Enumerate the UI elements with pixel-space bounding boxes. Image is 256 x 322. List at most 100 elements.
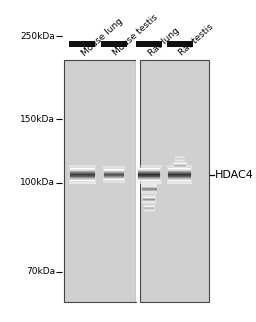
Bar (142, 187, 156, 188)
Bar (103, 176, 125, 177)
Bar (104, 178, 124, 179)
Bar (144, 206, 155, 207)
Bar (137, 181, 162, 183)
Bar (137, 167, 162, 168)
Bar (175, 157, 184, 158)
Bar (69, 176, 96, 178)
Bar (167, 178, 192, 180)
Bar (167, 168, 192, 169)
Bar (141, 191, 157, 192)
Text: 150kDa: 150kDa (20, 115, 55, 124)
Bar (138, 179, 161, 180)
Text: Mouse testis: Mouse testis (112, 13, 160, 58)
Bar (69, 178, 96, 180)
Bar (174, 164, 186, 165)
Bar (168, 180, 191, 181)
Bar (138, 174, 161, 175)
Bar (69, 169, 96, 170)
Bar (173, 168, 187, 169)
Bar (142, 195, 156, 196)
Bar (142, 191, 156, 192)
Bar (144, 209, 155, 210)
Bar (138, 179, 161, 180)
Bar (175, 157, 185, 158)
Bar (70, 177, 95, 178)
Bar (141, 192, 157, 193)
Bar (70, 175, 95, 176)
Bar (141, 187, 157, 188)
Bar (173, 168, 187, 169)
Bar (137, 183, 162, 185)
Bar (168, 177, 191, 178)
Bar (144, 210, 155, 211)
Bar (143, 198, 155, 199)
Bar (103, 179, 125, 180)
Bar (175, 158, 185, 159)
Bar (70, 176, 95, 177)
Bar (69, 180, 96, 182)
Bar (144, 206, 155, 207)
Bar (168, 169, 191, 170)
Bar (174, 163, 186, 164)
Bar (69, 166, 96, 167)
Bar (168, 179, 191, 180)
Bar (168, 170, 191, 171)
Bar (104, 177, 124, 178)
Bar (143, 197, 155, 198)
Text: HDAC4: HDAC4 (215, 170, 254, 180)
Text: Rat lung: Rat lung (147, 25, 181, 58)
Bar (167, 176, 192, 178)
Text: Mouse lung: Mouse lung (80, 16, 125, 58)
Bar (104, 170, 124, 171)
Text: 100kDa: 100kDa (20, 178, 55, 187)
Bar (138, 170, 161, 171)
Bar (104, 175, 124, 176)
Bar (141, 189, 157, 190)
Bar (70, 171, 95, 172)
Bar (174, 167, 186, 168)
Bar (168, 174, 191, 175)
Bar (174, 166, 186, 167)
Bar (175, 159, 184, 160)
Bar (167, 41, 193, 47)
Bar (175, 158, 184, 159)
Bar (140, 60, 209, 302)
Bar (141, 192, 157, 193)
Bar (103, 181, 125, 182)
Bar (138, 173, 161, 174)
Bar (70, 173, 95, 174)
Bar (175, 158, 184, 159)
Bar (144, 206, 154, 207)
Bar (168, 171, 191, 172)
Bar (104, 175, 124, 176)
Bar (173, 163, 187, 164)
Bar (103, 166, 125, 167)
Text: 70kDa: 70kDa (26, 268, 55, 276)
Bar (69, 168, 96, 169)
Bar (104, 176, 124, 177)
Bar (142, 187, 156, 188)
Bar (142, 199, 156, 200)
Bar (175, 161, 185, 162)
Bar (175, 156, 185, 157)
Bar (142, 188, 156, 189)
Bar (138, 169, 161, 170)
Bar (142, 188, 156, 189)
Bar (103, 167, 125, 168)
Bar (70, 170, 95, 171)
Bar (143, 199, 155, 200)
Bar (70, 172, 95, 173)
Bar (167, 171, 192, 172)
Bar (175, 157, 185, 158)
Bar (143, 197, 155, 198)
Bar (175, 157, 184, 158)
Bar (104, 171, 124, 172)
Bar (174, 166, 186, 167)
Bar (144, 208, 155, 209)
Bar (137, 179, 162, 181)
Bar (104, 172, 124, 173)
Bar (167, 170, 192, 171)
Bar (137, 173, 162, 174)
Bar (142, 186, 156, 187)
Bar (142, 197, 156, 198)
